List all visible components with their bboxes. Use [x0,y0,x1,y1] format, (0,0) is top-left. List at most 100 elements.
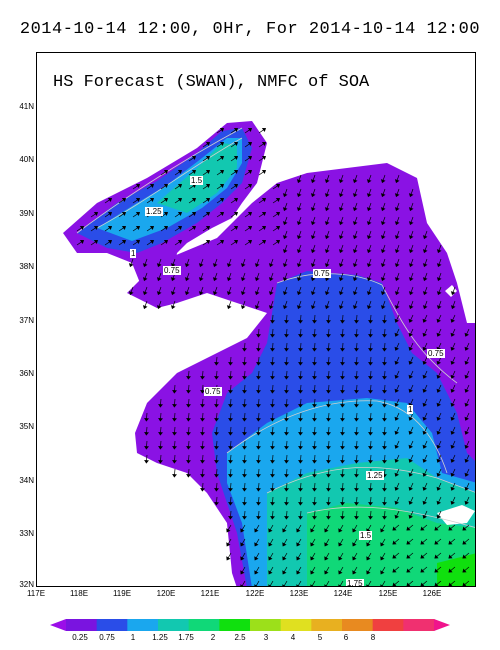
direction-arrow-head [298,515,303,520]
direction-arrow-head [242,459,247,464]
direction-arrow-head [450,458,456,463]
direction-arrow-head [205,197,211,203]
direction-arrow-head [149,197,155,203]
direction-arrow-head [422,374,428,379]
direction-arrow-head [368,501,373,506]
direction-arrow-head [394,472,400,477]
direction-arrow-head [394,402,400,407]
direction-arrow-head [394,249,400,254]
direction-arrow-head [436,318,442,323]
colorbar-label: 2.5 [234,633,246,642]
direction-arrow-head [282,263,288,268]
direction-arrow-head [436,430,442,435]
direction-arrow-head [464,430,470,435]
direction-arrow-head [462,526,467,531]
direction-arrow-head [310,528,315,533]
direction-arrow-head [144,417,149,422]
direction-arrow-head [205,169,211,175]
y-tick-label: 41N [19,102,34,111]
direction-arrow-head [354,473,359,478]
contour-label: 1 [407,405,414,414]
direction-arrow-head [298,431,303,436]
direction-arrow-head [261,155,267,161]
direction-arrow-head [242,431,247,436]
direction-arrow-head [436,388,442,393]
direction-arrow-head [256,459,261,464]
direction-arrow-head [324,584,328,586]
direction-arrow-head [422,263,428,268]
direction-arrow-head [312,361,317,366]
direction-arrow-head [366,221,372,226]
contour-label: 1.25 [145,207,163,216]
direction-arrow-head [450,346,456,351]
direction-arrow-head [284,347,289,352]
direction-arrow-head [408,193,414,198]
direction-arrow-head [310,235,316,240]
direction-arrow-head [324,235,330,240]
direction-arrow-head [422,416,428,421]
direction-arrow-head [186,417,191,422]
direction-arrow-head [380,528,385,533]
direction-arrow-head [149,183,155,189]
direction-arrow-head [198,263,204,268]
direction-arrow-head [296,291,302,296]
direction-arrow-head [420,540,425,545]
direction-arrow-head [144,459,149,464]
direction-arrow-head [256,333,261,338]
direction-arrow [241,580,246,586]
direction-arrow-head [326,459,331,464]
direction-arrow-head [282,207,288,212]
direction-arrow-head [352,235,358,240]
direction-arrow-head [326,417,331,422]
direction-arrow-head [340,473,345,478]
direction-arrow-head [172,403,177,408]
direction-arrow-head [464,500,470,505]
direction-arrow-head [312,347,317,352]
colorbar-segment [127,619,159,631]
direction-arrow-head [298,375,303,380]
direction-arrow-head [233,127,239,133]
direction-arrow-head [107,225,113,231]
direction-arrow-head [254,528,259,533]
direction-arrow-head [406,568,411,573]
direction-arrow-head [163,183,169,189]
direction-arrow-head [142,291,148,296]
direction-arrow-head [326,389,331,394]
direction-arrow-head [366,542,371,547]
direction-arrow-head [340,417,345,422]
colorbar-segment [280,619,312,631]
direction-arrow-head [382,501,387,506]
direction-arrow-head [247,169,253,175]
direction-arrow-head [354,333,359,338]
contour-label: 0.75 [204,387,222,396]
direction-arrow-head [135,211,141,217]
direction-arrow-head [256,445,261,450]
direction-arrow-head [247,127,253,133]
direction-arrow-head [422,249,428,254]
direction-arrow-head [394,318,400,323]
panel-title: HS Forecast (SWAN), NMFC of SOA [53,73,370,92]
direction-arrow-head [436,291,442,296]
direction-arrow-head [434,526,439,531]
direction-arrow-head [324,291,330,296]
direction-arrow-head [366,249,372,254]
direction-arrow-head [270,361,275,366]
direction-arrow-head [156,291,162,296]
direction-arrow-head [228,361,233,366]
direction-arrow-head [186,431,191,436]
direction-arrow-head [93,239,99,245]
direction-arrow-head [93,225,99,231]
direction-arrow-head [380,570,385,575]
direction-arrow-head [312,501,317,506]
direction-arrow-head [352,193,358,198]
direction-arrow-head [448,526,453,531]
direction-arrow-head [340,389,345,394]
direction-arrow-head [296,528,301,533]
direction-arrow-head [240,277,246,282]
direction-arrow-head [282,291,288,296]
direction-arrow-head [163,169,169,175]
direction-arrow-head [324,542,329,547]
direction-arrow-head [394,291,400,296]
direction-arrow-head [312,389,317,394]
direction-arrow-head [340,361,345,366]
